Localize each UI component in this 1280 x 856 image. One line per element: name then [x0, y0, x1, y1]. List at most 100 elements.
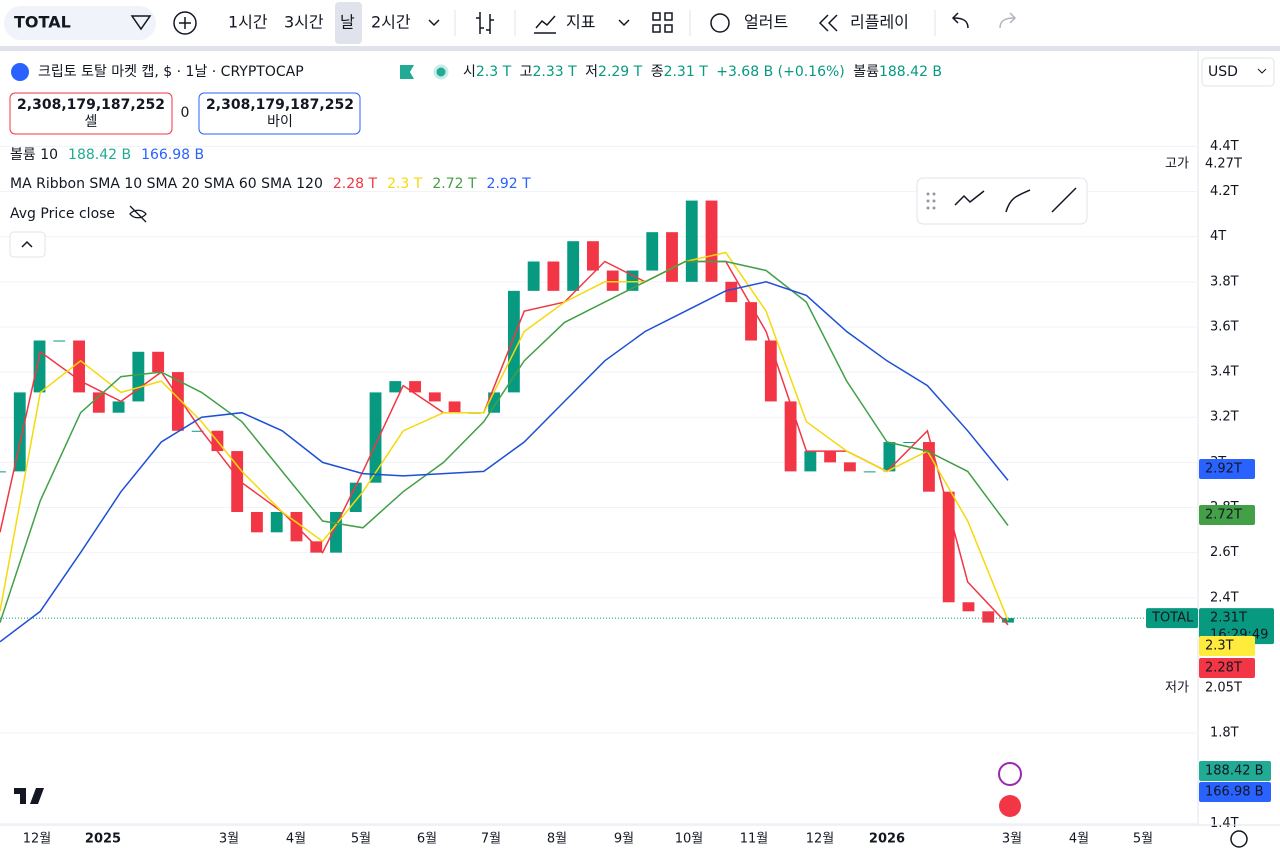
candle-body	[824, 451, 837, 463]
toolbar	[0, 0, 1280, 46]
last-tag: TOTAL	[1151, 611, 1194, 626]
high-label: 4.27T	[1205, 157, 1242, 172]
y-tick-label: 3.6T	[1210, 319, 1239, 334]
candle-body	[547, 261, 560, 291]
candle-body	[883, 442, 896, 472]
indicators-icon[interactable]	[534, 15, 556, 34]
y-tick-label: 2.4T	[1210, 590, 1239, 605]
spread: 0	[181, 105, 190, 121]
candle-body	[982, 611, 995, 623]
interval-button[interactable]: 1시간	[228, 13, 268, 32]
compare-button[interactable]	[173, 11, 197, 35]
buy-label[interactable]: 바이	[267, 114, 293, 130]
high-tag: 고가	[1165, 157, 1189, 172]
buy-button[interactable]	[198, 92, 361, 135]
sell-price[interactable]: 2,308,179,187,252	[17, 97, 165, 113]
ma-badge: 2.3T	[1205, 639, 1234, 654]
symbol-title: 크립토 토탈 마켓 캡, $ · 1날 · CRYPTOCAP	[38, 64, 304, 80]
symbol-search[interactable]	[4, 6, 156, 40]
event-icon[interactable]	[999, 795, 1021, 817]
interval-dropdown[interactable]	[428, 19, 440, 27]
candle-body	[132, 351, 145, 402]
currency[interactable]: USD	[1208, 64, 1238, 80]
replay-icon[interactable]	[818, 14, 838, 32]
sell-button[interactable]	[9, 92, 173, 135]
buy-price[interactable]: 2,308,179,187,252	[206, 97, 354, 113]
x-tick-label: 5월	[1133, 832, 1153, 847]
drag-handle[interactable]	[926, 192, 936, 210]
redo-button[interactable]	[999, 12, 1017, 29]
interval-button[interactable]: 2시간	[371, 13, 411, 32]
x-tick-label: 7월	[481, 832, 501, 847]
ma-line	[0, 260, 1009, 623]
candle-body	[251, 512, 263, 533]
sell-label[interactable]: 셀	[85, 114, 98, 130]
x-tick-label: 12월	[806, 832, 835, 847]
ma-badge-bg	[1199, 658, 1255, 678]
candle-body	[606, 270, 619, 291]
y-tick-label: 4T	[1210, 229, 1226, 244]
interval-button[interactable]: 3시간	[284, 13, 324, 32]
y-tick-label: 3.2T	[1210, 410, 1239, 425]
candle-body	[646, 232, 659, 271]
replay-button[interactable]: 리플레이	[850, 13, 909, 32]
y-tick-label: 2.6T	[1210, 545, 1239, 560]
undo-button[interactable]	[951, 12, 969, 29]
candle-body	[804, 451, 817, 472]
volume-study: 볼륨 10 188.42 B 166.98 B	[10, 147, 204, 163]
ma-badge-bg	[1199, 459, 1255, 479]
ma-badge: 2.92T	[1205, 462, 1242, 477]
toolbar-divider	[0, 46, 1280, 51]
ma-line	[0, 281, 1009, 643]
drawing-toolbar	[916, 177, 1088, 225]
candle-body	[725, 281, 738, 303]
candle-body	[389, 381, 402, 393]
ma-badge: 2.72T	[1205, 508, 1242, 523]
symbol-logo	[11, 63, 29, 81]
tool-line[interactable]	[1051, 187, 1077, 213]
low-tag: 저가	[1165, 681, 1189, 696]
candle-body	[527, 261, 540, 291]
market-status	[433, 64, 449, 80]
tv-logo	[14, 788, 44, 804]
candle-body	[73, 340, 85, 393]
alert-icon[interactable]	[710, 13, 730, 33]
tool-trend[interactable]	[954, 190, 985, 206]
ma-line	[0, 260, 1009, 626]
market-flag	[400, 65, 414, 79]
tool-curve[interactable]	[1005, 189, 1031, 213]
x-tick-label: 8월	[547, 832, 567, 847]
x-tick-label: 2025	[85, 832, 121, 847]
candle-body	[0, 471, 6, 473]
candle-body	[705, 200, 718, 282]
candle-body	[507, 290, 520, 393]
chart-type-button[interactable]	[476, 12, 494, 34]
layouts-button[interactable]	[652, 12, 673, 33]
x-tick-label: 4월	[1069, 832, 1089, 847]
ohlc-values: 시2.3 T 고2.33 T 저2.29 T 종2.31 T +3.68 B (…	[463, 64, 942, 80]
symbol[interactable]: TOTAL	[14, 13, 71, 32]
candle-body	[409, 381, 421, 393]
last-price: 2.31T	[1210, 611, 1247, 626]
candle-body	[349, 482, 362, 513]
candle-body	[863, 471, 876, 473]
symbol-icon[interactable]	[130, 15, 152, 31]
interval-button[interactable]: 날	[340, 13, 355, 32]
candle-body	[231, 451, 244, 513]
candle-body	[448, 401, 461, 413]
settings-button[interactable]	[1230, 830, 1248, 848]
x-tick-label: 10월	[675, 832, 704, 847]
indicators-dropdown[interactable]	[618, 19, 630, 27]
candle-body	[764, 340, 777, 402]
event-icon[interactable]	[998, 762, 1022, 786]
indicators-button[interactable]: 지표	[566, 13, 595, 32]
candle-body	[112, 401, 125, 413]
candle-body	[923, 442, 935, 492]
volume-badge-bg	[1199, 761, 1271, 781]
alert-button[interactable]: 얼러트	[744, 13, 788, 32]
candle-body	[903, 442, 916, 444]
collapse-legend[interactable]	[9, 231, 46, 258]
currency-select[interactable]	[1201, 57, 1275, 87]
x-tick-label: 11월	[740, 832, 769, 847]
hide-toggle[interactable]	[129, 205, 147, 223]
